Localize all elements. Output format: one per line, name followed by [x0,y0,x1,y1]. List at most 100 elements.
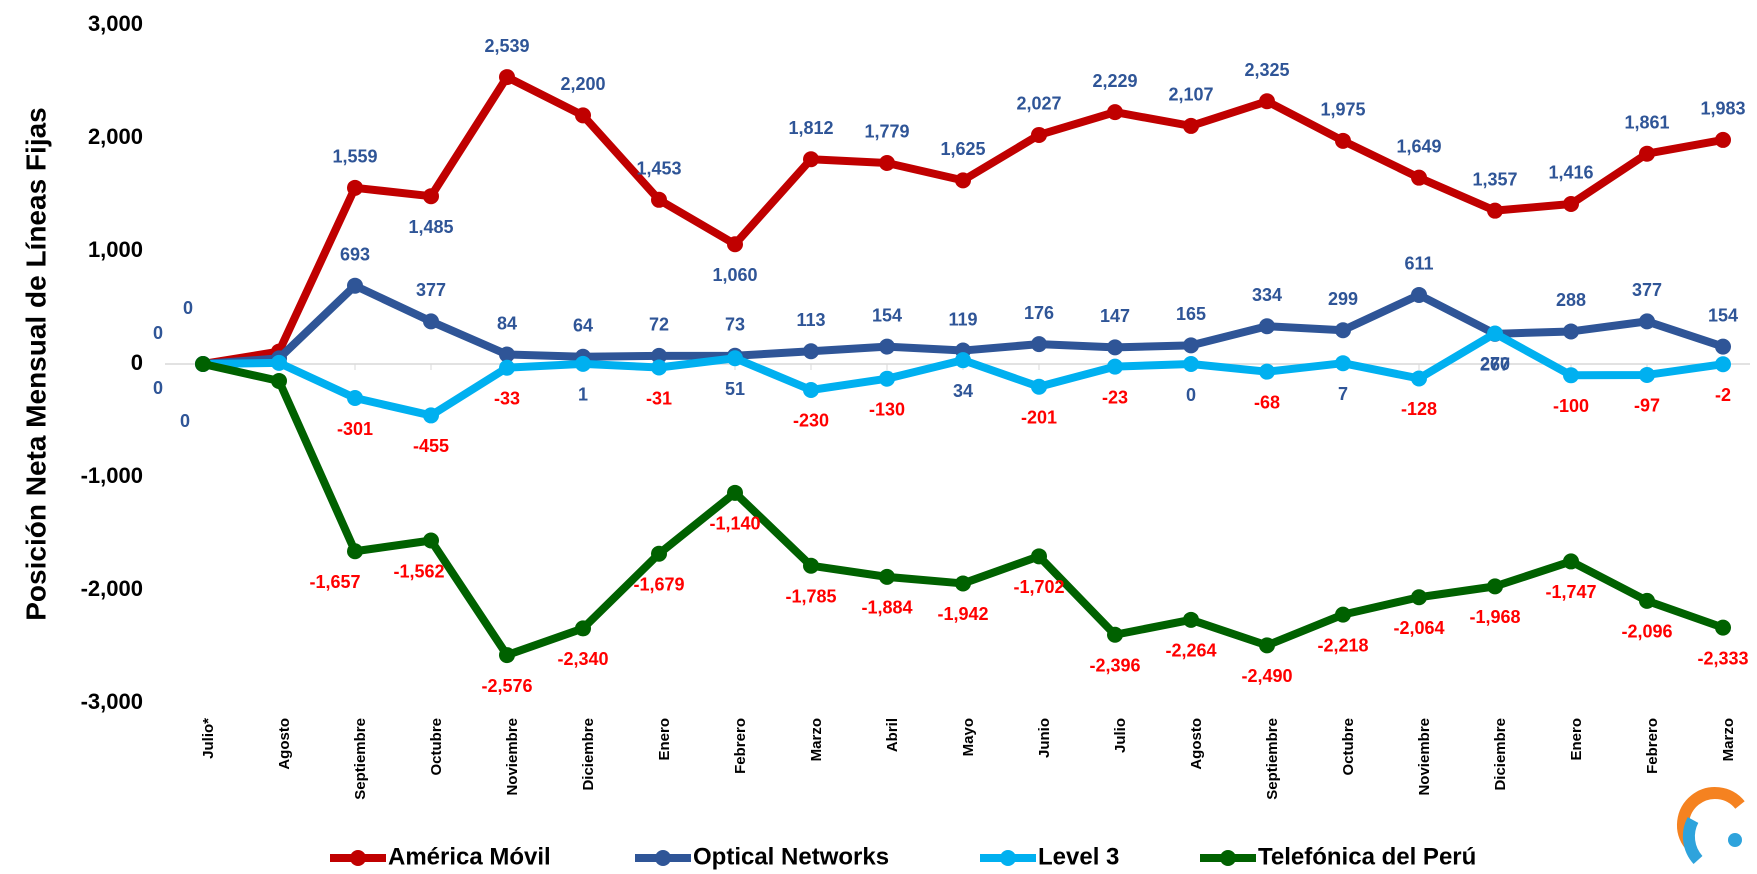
data-label: 1,975 [1320,100,1365,120]
data-label: 2,325 [1244,60,1289,80]
y-tick-label: -2,000 [81,576,143,601]
data-label: -2,064 [1393,618,1444,638]
data-label: -2,264 [1165,641,1216,661]
data-label: 288 [1556,290,1586,310]
point [423,532,439,549]
data-label: -1,747 [1545,582,1596,602]
data-label: 2,200 [560,74,605,94]
data-label: -33 [494,388,520,408]
legend-marker [1220,850,1236,866]
point [1639,366,1655,383]
y-tick-label: 2,000 [88,124,143,149]
point [1107,626,1123,643]
data-label: 1,060 [712,265,757,285]
y-tick-label: -3,000 [81,689,143,714]
point [1031,378,1047,395]
logo [1677,787,1745,865]
data-label: 64 [573,316,593,336]
point [1487,578,1503,595]
data-label: -1,942 [937,604,988,624]
point [1639,145,1655,162]
point [195,356,211,372]
data-label: 113 [796,310,825,330]
point [879,338,895,355]
point [499,359,515,376]
x-tick-label: Septiembre [352,718,369,800]
data-label: 1,453 [636,159,681,179]
point [1639,592,1655,609]
x-tick-label: Noviembre [504,718,521,796]
point [1031,336,1047,353]
point [1563,323,1579,340]
data-label: 1,983 [1700,99,1745,119]
point [879,370,895,387]
data-label: -1,702 [1013,577,1064,597]
x-tick-label: Octubre [1340,718,1357,776]
point [879,568,895,585]
data-label: 51 [725,379,745,399]
series: 0 -1,657 -1,562 -2,576 -2,340 -1,679 -1,140 -1,… [180,356,1749,696]
legend-marker [350,850,366,866]
data-label: -301 [337,419,373,439]
x-tick-label: Diciembre [580,718,597,791]
point [955,172,971,189]
point [651,191,667,208]
data-label: 2,539 [484,36,529,56]
x-tick-label: Julio [1112,718,1129,753]
x-tick-label: Septiembre [1264,718,1281,800]
data-label: -1,562 [393,561,444,581]
point [1563,195,1579,212]
data-label: 34 [953,381,973,401]
x-tick-label: Junio [1036,718,1053,758]
point [651,347,667,364]
x-tick-label: Julio* [200,718,217,759]
point [575,620,591,637]
point [803,557,819,574]
data-label: -2,576 [481,676,532,696]
data-label: -31 [646,388,672,408]
data-label: 1,625 [940,139,985,159]
x-tick-label: Agosto [1188,718,1205,770]
x-tick-label: Agosto [276,718,293,770]
point [423,407,439,424]
point [727,484,743,501]
data-label: 147 [1100,306,1130,326]
point [347,543,363,560]
point [1259,318,1275,335]
point [271,372,287,389]
point [575,107,591,124]
point [1715,131,1731,148]
y-tick-label: 3,000 [88,11,143,36]
point [1183,117,1199,134]
data-label: 1,861 [1624,112,1669,132]
point [727,350,743,367]
point [347,277,363,294]
point [651,545,667,562]
data-label: -1,140 [709,514,760,534]
point [499,346,515,363]
point [1487,325,1503,342]
x-tick-label: Noviembre [1416,718,1433,796]
point [955,575,971,592]
point [1715,356,1731,373]
point [499,69,515,86]
data-label: 1 [578,385,588,405]
data-label: -2 [1715,385,1731,405]
data-label: -23 [1102,387,1128,407]
data-label: -2,396 [1089,655,1140,675]
x-tick-label: Octubre [428,718,445,776]
data-label: 267 [1480,355,1510,375]
data-label: 334 [1252,285,1282,305]
x-tick-label: Mayo [960,718,977,756]
legend-marker [655,850,671,866]
point [1411,589,1427,606]
data-label: 154 [872,305,902,325]
point [1563,367,1579,384]
data-label: 1,485 [408,217,453,237]
point [1183,337,1199,354]
point [1183,611,1199,628]
data-label: 165 [1176,304,1206,324]
data-label: 1,357 [1472,169,1517,189]
